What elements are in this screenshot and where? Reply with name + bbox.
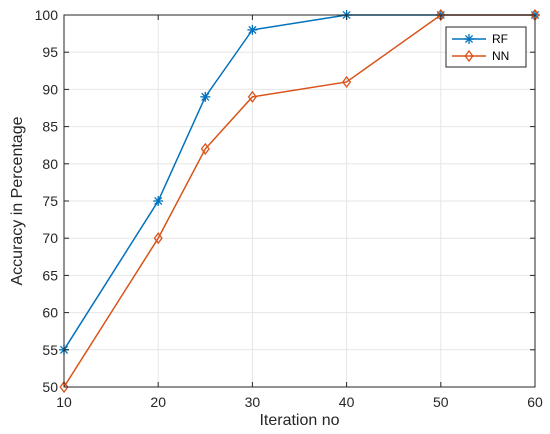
legend-item-nn: NN — [452, 49, 509, 63]
data-point-nn — [247, 90, 257, 103]
y-tick-label: 95 — [42, 44, 58, 60]
y-tick-label: 85 — [42, 119, 58, 135]
legend-box — [445, 26, 527, 68]
legend: RF NN — [445, 26, 527, 68]
data-point-rf — [247, 24, 258, 35]
y-tick-label: 60 — [42, 305, 58, 321]
y-tick-label: 100 — [35, 7, 59, 23]
data-point-rf — [153, 196, 164, 206]
x-tick-label: 40 — [339, 394, 355, 410]
x-axis-label: Iteration no — [259, 412, 339, 429]
legend-marker-nn — [464, 49, 474, 63]
y-tick-label: 65 — [42, 267, 58, 283]
data-point-nn — [200, 142, 210, 156]
y-tick-label: 75 — [42, 193, 58, 209]
data-point-nn — [153, 232, 163, 245]
y-tick-label: 80 — [42, 156, 58, 172]
y-axis-label: Accuracy in Percentage — [9, 116, 26, 285]
data-point-rf — [200, 91, 211, 102]
legend-label-rf: RF — [492, 32, 508, 46]
legend-item-rf: RF — [452, 32, 508, 46]
tick-marks — [63, 14, 536, 388]
y-tick-label: 90 — [42, 81, 58, 97]
y-tick-label: 50 — [42, 379, 58, 395]
x-tick-label: 50 — [433, 394, 449, 410]
y-tick-label: 55 — [42, 342, 58, 358]
data-point-nn — [342, 75, 352, 89]
x-tick-label: 20 — [150, 394, 166, 410]
tick-labels: 10 20 30 40 50 60 50 55 60 65 70 75 80 85 90 95 100 — [35, 7, 543, 410]
x-tick-label: 60 — [527, 394, 543, 410]
legend-label-nn: NN — [492, 49, 509, 63]
x-tick-label: 30 — [245, 394, 261, 410]
y-tick-label: 70 — [42, 230, 58, 246]
x-tick-label: 10 — [56, 394, 72, 410]
data-point-nn — [59, 380, 69, 394]
legend-marker-rf — [464, 34, 474, 44]
